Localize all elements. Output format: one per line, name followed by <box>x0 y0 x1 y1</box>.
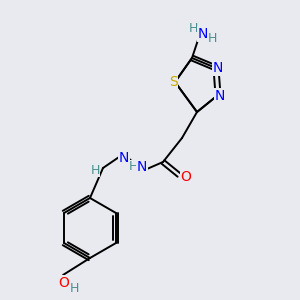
Text: N: N <box>213 61 223 75</box>
Text: O: O <box>58 276 69 290</box>
Text: N: N <box>137 160 147 174</box>
Text: H: H <box>188 22 198 35</box>
Text: S: S <box>169 75 177 89</box>
Text: H: H <box>90 164 100 176</box>
Text: N: N <box>198 27 208 41</box>
Text: H: H <box>207 32 217 46</box>
Text: N: N <box>119 151 129 165</box>
Text: H: H <box>69 281 79 295</box>
Text: N: N <box>215 89 225 103</box>
Text: H: H <box>128 160 138 173</box>
Text: O: O <box>181 170 191 184</box>
